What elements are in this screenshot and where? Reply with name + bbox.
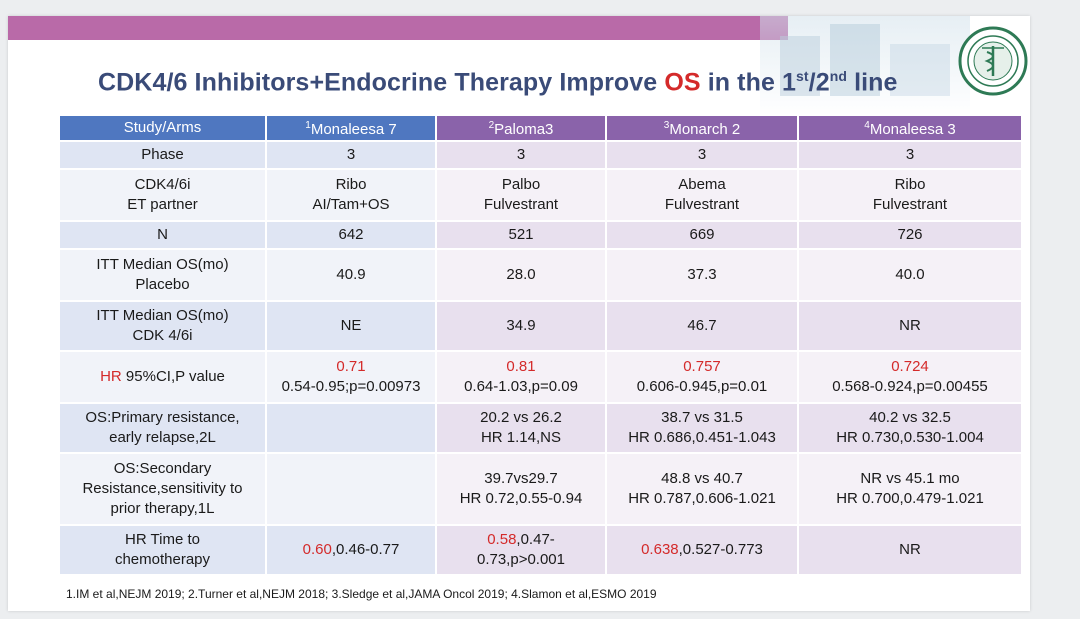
table-row-n: N 642 521 669 726 [58,220,1023,250]
table-cell: 3 [435,140,607,170]
table-cell: Ribo Fulvestrant [797,168,1023,222]
table-cell: 3 [265,140,437,170]
presentation-slide: CDK4/6 Inhibitors+Endocrine Therapy Impr… [8,16,1030,611]
row-label: ITT Median OS(mo) Placebo [58,248,267,302]
table-cell: 0.724 0.568-0.924,p=0.00455 [797,350,1023,404]
table-cell: 3 [605,140,799,170]
row-label: CDK4/6i ET partner [58,168,267,222]
row-label: HR 95%CI,P value [58,350,267,404]
table-cell: 642 [265,220,437,250]
table-row-cdk: CDK4/6i ET partner Ribo AI/Tam+OS Palbo Ful… [58,168,1023,222]
header-study-arms: Study/Arms [58,114,267,142]
table-cell: NE [265,300,437,352]
header-paloma3: 2Paloma3 [435,114,607,142]
top-accent-bar [8,16,788,40]
table-header-row: Study/Arms 1Monaleesa 7 2Paloma3 3Monarc… [58,114,1023,142]
table-cell: 39.7vs29.7 HR 0.72,0.55-0.94 [435,452,607,526]
row-label: ITT Median OS(mo) CDK 4/6i [58,300,267,352]
table-cell: 521 [435,220,607,250]
table-row-itt-placebo: ITT Median OS(mo) Placebo 40.9 28.0 37.3 … [58,248,1023,302]
header-monaleesa3: 4Monaleesa 3 [797,114,1023,142]
table-cell: 46.7 [605,300,799,352]
table-cell: 34.9 [435,300,607,352]
table-cell: Abema Fulvestrant [605,168,799,222]
table-cell: 3 [797,140,1023,170]
table-cell: 40.2 vs 32.5 HR 0.730,0.530-1.004 [797,402,1023,454]
table-cell: 28.0 [435,248,607,302]
table-cell: NR [797,300,1023,352]
table-cell: Palbo Fulvestrant [435,168,607,222]
table-row-primary-resistance: OS:Primary resistance, early relapse,2L 2… [58,402,1023,454]
slide-title: CDK4/6 Inhibitors+Endocrine Therapy Impr… [98,68,898,97]
table-cell: 726 [797,220,1023,250]
table-cell: 0.58,0.47- 0.73,p>0.001 [435,524,607,576]
row-label: N [58,220,267,250]
building-decoration [760,16,970,116]
row-label: Phase [58,140,267,170]
table-cell: 20.2 vs 26.2 HR 1.14,NS [435,402,607,454]
row-label: OS:Primary resistance, early relapse,2L [58,402,267,454]
table-cell: 40.0 [797,248,1023,302]
table-cell: 48.8 vs 40.7 HR 0.787,0.606-1.021 [605,452,799,526]
references-footnote: 1.IM et al,NEJM 2019; 2.Turner et al,NEJ… [66,587,657,601]
table-row-itt-cdk: ITT Median OS(mo) CDK 4/6i NE 34.9 46.7 N… [58,300,1023,352]
table-row-hr: HR 95%CI,P value 0.71 0.54-0.95;p=0.00973… [58,350,1023,404]
table-cell: Ribo AI/Tam+OS [265,168,437,222]
table-cell: 37.3 [605,248,799,302]
table-cell: 0.81 0.64-1.03,p=0.09 [435,350,607,404]
table-cell: 0.71 0.54-0.95;p=0.00973 [265,350,437,404]
table-cell: 40.9 [265,248,437,302]
table-cell: 0.638,0.527-0.773 [605,524,799,576]
row-label: OS:Secondary Resistance,sensitivity to pri… [58,452,267,526]
table-cell [265,402,437,454]
university-seal-icon [958,26,1028,96]
os-comparison-table: Study/Arms 1Monaleesa 7 2Paloma3 3Monarc… [58,114,1023,576]
header-monaleesa7: 1Monaleesa 7 [265,114,437,142]
table-cell: NR [797,524,1023,576]
table-cell: 38.7 vs 31.5 HR 0.686,0.451-1.043 [605,402,799,454]
table-cell: 0.757 0.606-0.945,p=0.01 [605,350,799,404]
table-cell: 0.60,0.46-0.77 [265,524,437,576]
table-cell: NR vs 45.1 mo HR 0.700,0.479-1.021 [797,452,1023,526]
table-row-time-to-chemo: HR Time to chemotherapy 0.60,0.46-0.77 0.… [58,524,1023,576]
table-cell [265,452,437,526]
row-label: HR Time to chemotherapy [58,524,267,576]
table-row-secondary-resistance: OS:Secondary Resistance,sensitivity to pri… [58,452,1023,526]
header-monarch2: 3Monarch 2 [605,114,799,142]
table-cell: 669 [605,220,799,250]
table-row-phase: Phase 3 3 3 3 [58,140,1023,170]
